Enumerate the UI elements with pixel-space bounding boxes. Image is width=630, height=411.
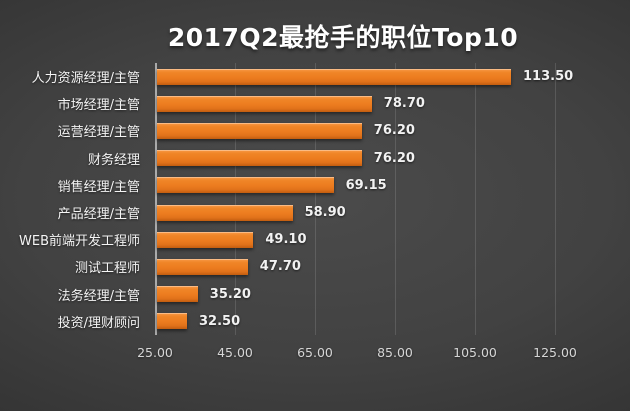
gridline <box>555 63 556 335</box>
value-label: 35.20 <box>209 286 251 302</box>
bar-row: 76.20 <box>157 145 581 172</box>
bar-row: 32.50 <box>157 308 581 335</box>
x-tick-label: 65.00 <box>297 345 333 360</box>
category-label: 市场经理/主管 <box>57 98 140 114</box>
bar-row: 113.50 <box>157 63 581 90</box>
bar <box>157 122 362 139</box>
category-label: 产品经理/主管 <box>57 207 140 222</box>
category-label: WEB前端开发工程师 <box>19 234 140 250</box>
gridline <box>475 63 476 335</box>
y-axis-category-labels: 人力资源经理/主管市场经理/主管 运营经理/主管财务经理销售经理/主管 产品经理/主… <box>0 63 147 335</box>
category-label: 法务经理/主管 <box>57 288 140 304</box>
value-label: 76.20 <box>373 123 415 139</box>
bar-row: 49.10 <box>157 226 581 253</box>
bar-row: 76.20 <box>157 117 581 144</box>
value-label: 58.90 <box>304 205 346 220</box>
category-label: 投资/理财顾问 <box>57 315 140 331</box>
bar <box>157 313 187 330</box>
category-label: 财务经理 <box>87 152 140 168</box>
category-label: 运营经理/主管 <box>57 125 140 141</box>
category-label: 人力资源经理/主管 <box>31 71 140 86</box>
y-axis-line <box>155 63 157 335</box>
bar <box>157 95 372 112</box>
value-label: 113.50 <box>523 69 574 84</box>
chart-title: 2017Q2最抢手的职位Top10 <box>167 23 519 52</box>
category-label: 销售经理/主管 <box>57 179 140 195</box>
value-label: 47.70 <box>259 259 301 275</box>
bar <box>157 204 293 221</box>
bar-row: 47.70 <box>157 253 581 280</box>
value-label: 69.15 <box>345 177 387 193</box>
x-tick-label: 125.00 <box>533 345 577 360</box>
x-tick-label: 25.00 <box>137 345 173 360</box>
value-label: 32.50 <box>199 313 241 329</box>
bar-row: 78.70 <box>157 90 581 117</box>
gridline <box>315 63 316 335</box>
x-tick-label: 85.00 <box>377 345 413 360</box>
bar <box>157 231 254 248</box>
bar <box>157 258 248 275</box>
bar-series: 113.50 78.70 76.20 76.20 69.15 58.90 49.10 47.7… <box>155 63 579 335</box>
category-label: 测试工程师 <box>74 261 140 277</box>
value-label: 76.20 <box>373 150 415 166</box>
gridline <box>395 63 396 335</box>
gridline <box>235 63 236 335</box>
value-label: 49.10 <box>265 232 307 248</box>
bar-row: 35.20 <box>157 281 581 308</box>
x-axis-tick-labels: 25.00 45.00 65.00 85.00 105.00 125.00 <box>0 345 630 365</box>
bar <box>157 177 334 194</box>
x-tick-label: 105.00 <box>453 345 497 360</box>
bar <box>157 68 511 85</box>
bar <box>157 286 198 303</box>
bar <box>157 150 362 167</box>
bar-row: 69.15 <box>157 172 581 199</box>
bar-row: 58.90 <box>157 199 581 226</box>
plot-area: 113.50 78.70 76.20 76.20 69.15 58.90 49.10 47.7… <box>155 63 579 335</box>
x-tick-label: 45.00 <box>217 345 253 360</box>
value-label: 78.70 <box>383 96 425 112</box>
